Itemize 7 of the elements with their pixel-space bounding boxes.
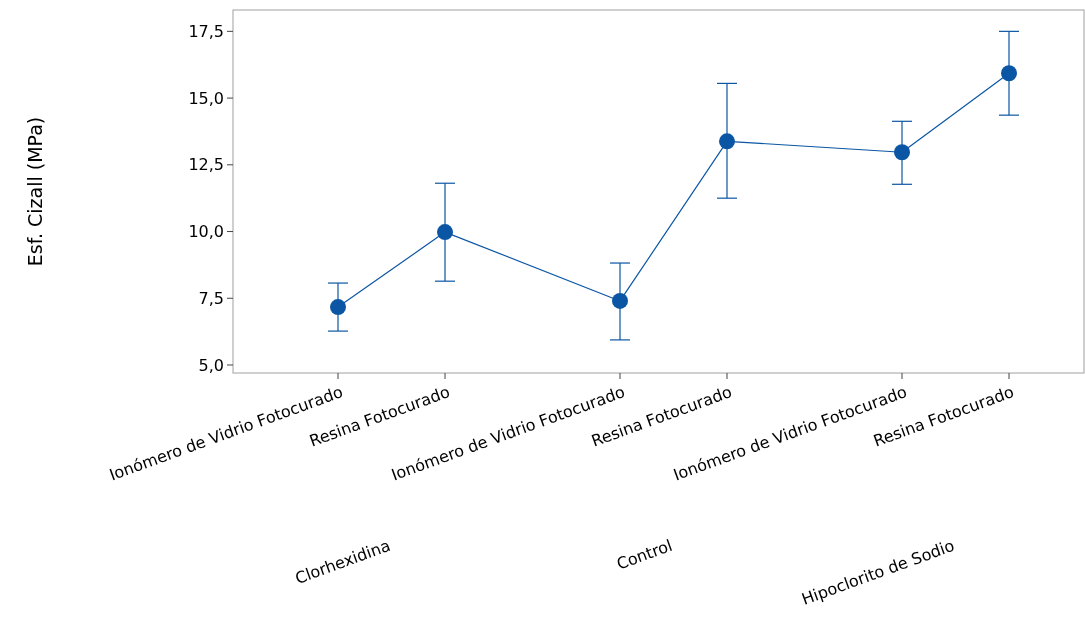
y-tick-label: 5,0 bbox=[198, 355, 224, 375]
y-axis-title: Esf. Cizall (MPa) bbox=[24, 116, 46, 267]
y-tick-label: 10,0 bbox=[188, 222, 224, 242]
y-tick-label: 7,5 bbox=[198, 288, 224, 308]
y-tick-label: 17,5 bbox=[188, 21, 224, 41]
y-tick-label: 12,5 bbox=[188, 155, 224, 175]
y-tick-label: 15,0 bbox=[188, 88, 224, 108]
